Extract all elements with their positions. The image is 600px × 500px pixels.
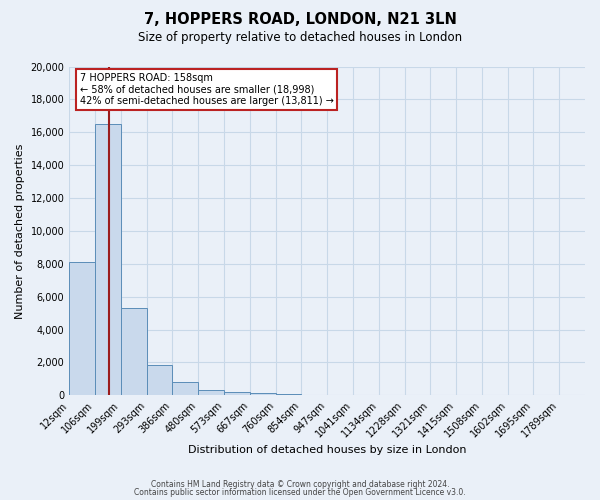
Y-axis label: Number of detached properties: Number of detached properties	[15, 143, 25, 318]
Bar	[301, 394, 327, 396]
Text: 7, HOPPERS ROAD, LONDON, N21 3LN: 7, HOPPERS ROAD, LONDON, N21 3LN	[143, 12, 457, 28]
Bar	[121, 308, 146, 396]
Bar	[250, 394, 275, 396]
Text: Contains HM Land Registry data © Crown copyright and database right 2024.: Contains HM Land Registry data © Crown c…	[151, 480, 449, 489]
Bar	[69, 262, 95, 396]
Bar	[275, 394, 301, 396]
Text: 7 HOPPERS ROAD: 158sqm
← 58% of detached houses are smaller (18,998)
42% of semi: 7 HOPPERS ROAD: 158sqm ← 58% of detached…	[80, 73, 334, 106]
Bar	[95, 124, 121, 396]
Bar	[146, 365, 172, 396]
Bar	[224, 392, 250, 396]
X-axis label: Distribution of detached houses by size in London: Distribution of detached houses by size …	[188, 445, 466, 455]
Bar	[172, 382, 198, 396]
Bar	[198, 390, 224, 396]
Text: Size of property relative to detached houses in London: Size of property relative to detached ho…	[138, 31, 462, 44]
Text: Contains public sector information licensed under the Open Government Licence v3: Contains public sector information licen…	[134, 488, 466, 497]
